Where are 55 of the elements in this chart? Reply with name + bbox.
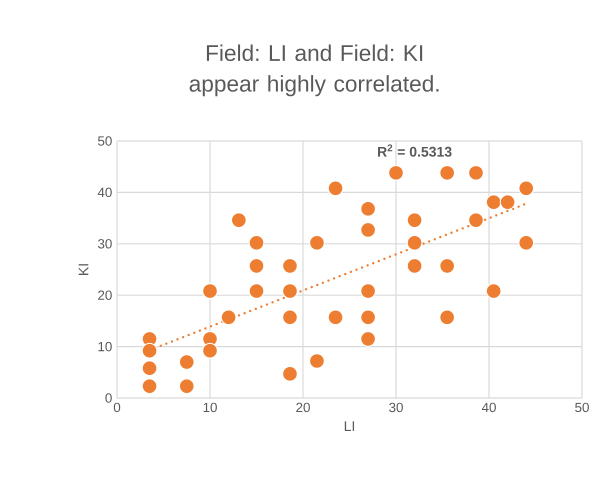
point xyxy=(248,234,264,251)
x-tick-label: 0 xyxy=(114,402,120,412)
point xyxy=(439,165,456,181)
point xyxy=(142,342,158,359)
y-axis-title: KI xyxy=(78,264,88,275)
point xyxy=(220,309,236,326)
y-tick-label: 40 xyxy=(98,188,112,198)
point xyxy=(500,194,516,210)
point xyxy=(518,234,534,251)
y-tick-label: 0 xyxy=(105,393,112,403)
point xyxy=(406,258,422,274)
point xyxy=(282,309,298,326)
x-tick-label: 50 xyxy=(575,402,589,412)
point xyxy=(439,309,456,326)
y-tick-label: 30 xyxy=(98,239,112,249)
point xyxy=(388,165,404,181)
point xyxy=(406,234,422,251)
point xyxy=(282,283,298,299)
chart-title: Field: LI and Field: KI appear highly correlated. xyxy=(190,44,439,96)
point xyxy=(309,234,325,251)
y-tick-label: 20 xyxy=(98,290,112,300)
point xyxy=(486,283,502,299)
point xyxy=(439,258,456,274)
point xyxy=(406,212,422,228)
point xyxy=(230,212,247,228)
point xyxy=(468,212,484,228)
point xyxy=(248,258,264,274)
point xyxy=(486,194,502,210)
x-tick-label: 40 xyxy=(482,402,496,412)
x-tick-label: 30 xyxy=(389,402,403,412)
point xyxy=(518,180,534,196)
point xyxy=(142,378,158,394)
y-tick-label: 10 xyxy=(98,342,112,352)
annotation: R$^{2}$ = 0.5313 xyxy=(378,144,452,157)
point xyxy=(328,309,344,326)
point xyxy=(360,331,376,347)
point xyxy=(282,258,298,274)
x-axis-title: LI xyxy=(344,421,354,431)
point xyxy=(468,165,484,181)
point xyxy=(178,354,195,370)
point xyxy=(202,342,218,359)
point xyxy=(360,283,376,299)
y-tick-label: 50 xyxy=(98,136,112,146)
point xyxy=(282,366,298,382)
point xyxy=(202,283,218,299)
point xyxy=(309,353,325,369)
point xyxy=(360,200,376,217)
x-tick-label: 20 xyxy=(296,402,310,412)
point xyxy=(142,360,158,376)
point xyxy=(178,378,195,394)
point xyxy=(360,309,376,326)
x-tick-label: 10 xyxy=(204,402,217,412)
point xyxy=(248,283,264,299)
point xyxy=(328,180,344,196)
point xyxy=(360,222,376,238)
